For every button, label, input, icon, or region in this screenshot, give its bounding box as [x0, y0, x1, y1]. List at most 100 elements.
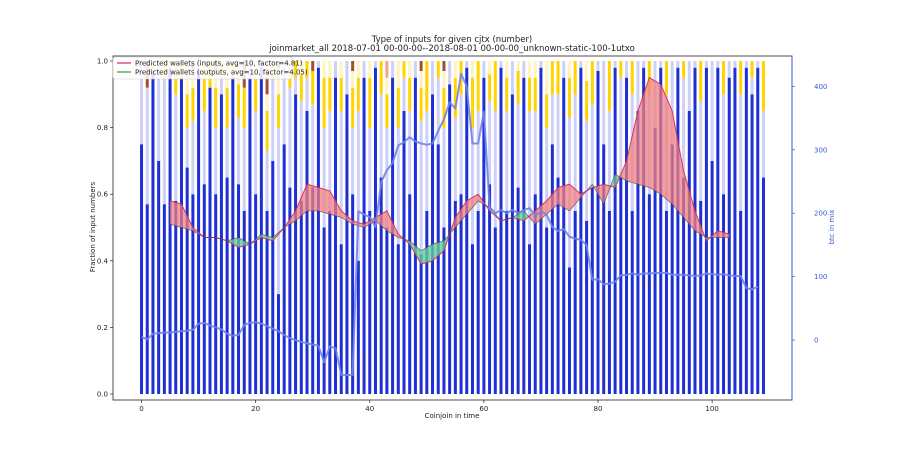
outputs-fill-region	[523, 210, 529, 221]
bar-segment	[516, 104, 520, 188]
bar-segment	[470, 244, 474, 394]
bar-segment	[385, 227, 389, 394]
bar-segment	[733, 67, 737, 394]
bar-segment	[590, 187, 594, 394]
bar-segment	[265, 150, 269, 211]
bar-segment	[761, 61, 765, 111]
bar-segment	[693, 61, 697, 68]
bar-segment	[710, 160, 714, 394]
bar-segment	[419, 120, 423, 255]
bar-segment	[282, 61, 286, 145]
bar-segment	[168, 67, 172, 394]
inputs-fill-region	[295, 184, 307, 221]
bar-segment	[225, 127, 229, 178]
bar-segment	[214, 70, 218, 88]
bar-segment	[761, 177, 765, 394]
bar-segment	[522, 61, 526, 78]
bar-segment	[436, 61, 440, 78]
bar-segment	[642, 67, 646, 394]
bar-segment	[676, 67, 680, 394]
bar-segment	[448, 84, 452, 394]
x-tick-label: 60	[479, 405, 488, 413]
bar-segment	[562, 61, 566, 78]
bar-segment	[567, 267, 571, 394]
y-tick-label: 0.0	[97, 391, 108, 399]
bar-segment	[516, 187, 520, 394]
bar-segment	[356, 77, 360, 111]
bar-segment	[225, 87, 229, 128]
bar-segment	[391, 77, 395, 395]
bar-segment	[294, 94, 298, 395]
bar-segment	[602, 144, 606, 394]
bar-segment	[379, 94, 383, 178]
bar-segment	[664, 61, 668, 95]
bar-segment	[202, 61, 206, 111]
bar-segment	[385, 94, 389, 128]
bar-segment	[185, 127, 189, 168]
bar-segment	[493, 227, 497, 394]
bar-segment	[493, 61, 497, 111]
bar-segment	[573, 94, 577, 211]
bar-segment	[756, 67, 760, 394]
bar-segment	[528, 244, 532, 394]
bar-segment	[722, 94, 726, 195]
outputs-fill-region	[432, 240, 444, 261]
bar-segment	[687, 110, 691, 394]
bar-segment	[482, 77, 486, 395]
bar-segment	[607, 110, 611, 211]
bar-segment	[567, 61, 571, 78]
bar-segment	[368, 127, 372, 211]
bar-segment	[305, 61, 309, 78]
bar-segment	[202, 184, 206, 394]
bar-segment	[328, 110, 332, 211]
bar-segment	[442, 87, 446, 128]
bar-segment	[237, 84, 241, 118]
bar-segment	[699, 100, 703, 201]
bar-segment	[739, 210, 743, 394]
bar-segment	[619, 77, 623, 178]
bar-segment	[470, 61, 474, 78]
y-tick-label: 0.2	[97, 324, 108, 332]
bar-segment	[516, 61, 520, 71]
bar-segment	[191, 120, 195, 195]
bar-segment	[385, 61, 389, 78]
bar-segment	[391, 61, 395, 78]
bar-segment	[265, 210, 269, 394]
bar-segment	[316, 67, 320, 394]
bar-segment	[305, 77, 309, 111]
bar-segment	[704, 67, 708, 394]
bar-segment	[727, 61, 731, 78]
bar-segment	[191, 87, 195, 121]
bar-segment	[465, 61, 469, 68]
bar-segment	[528, 110, 532, 245]
bar-segment	[276, 94, 280, 128]
bar-segment	[659, 61, 663, 68]
inputs-fill-region	[660, 84, 673, 205]
bar-segment	[716, 61, 720, 68]
bar-segment	[214, 127, 218, 195]
bar-segment	[242, 127, 246, 211]
bar-segment	[664, 210, 668, 394]
legend-box	[112, 56, 294, 80]
bar-segment	[259, 67, 263, 394]
bar-segment	[744, 61, 748, 68]
bar-segment	[756, 61, 760, 68]
inputs-fill-region	[466, 194, 479, 215]
inputs-fill-region	[626, 110, 638, 185]
bar-segment	[545, 94, 549, 128]
bar-segment	[242, 87, 246, 128]
bar-segment	[470, 77, 474, 128]
bar-segment	[670, 61, 674, 145]
bar-segment	[271, 160, 275, 394]
bar-segment	[214, 87, 218, 128]
bar-segment	[339, 77, 343, 111]
bar-segment	[442, 227, 446, 394]
bar-segment	[744, 67, 748, 394]
bar-segment	[237, 184, 241, 394]
bar-segment	[294, 77, 298, 95]
bar-segment	[761, 110, 765, 178]
bar-segment	[225, 177, 229, 394]
inputs-fill-region	[683, 170, 695, 231]
bar-segment	[619, 61, 623, 78]
bar-segment	[174, 200, 178, 394]
